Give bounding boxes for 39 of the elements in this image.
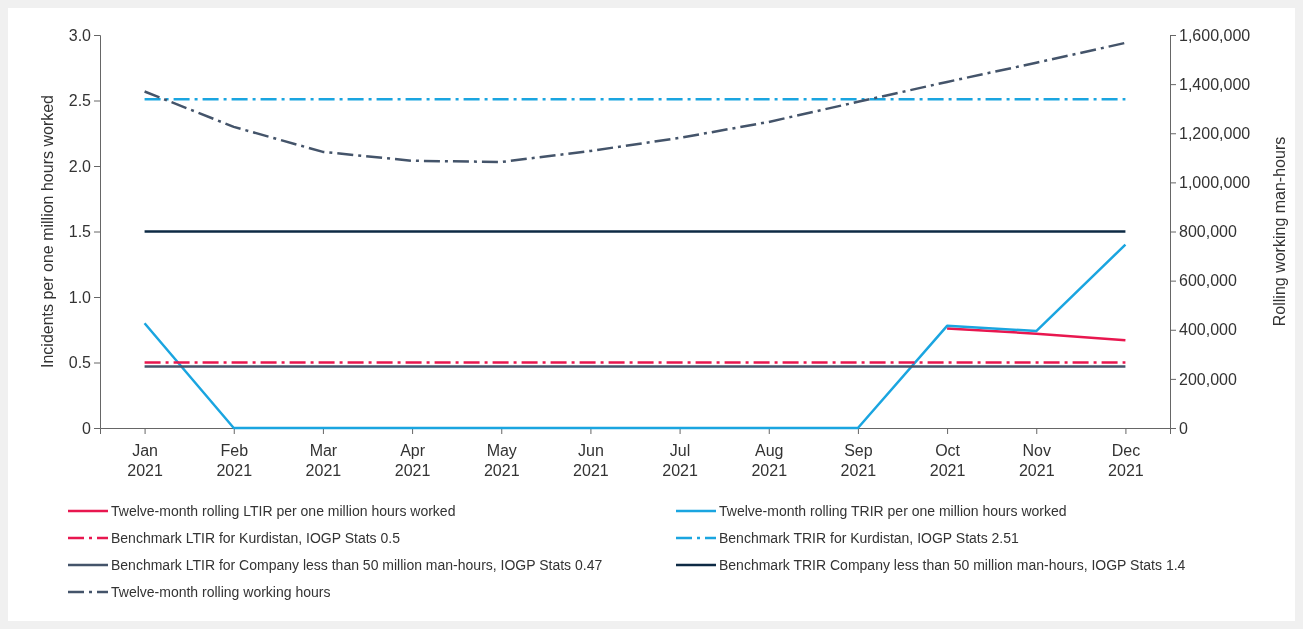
- x-tick-label: Jan 2021: [127, 442, 163, 479]
- y2-tick-label: 1,200,000: [1179, 124, 1251, 142]
- legend-label: Benchmark TRIR Company less than 50 million man-hours, IOGP Stats 1.4: [719, 557, 1186, 573]
- x-tick-label: Jun 2021: [573, 442, 609, 479]
- y-axis-title: Incidents per one million hours worked: [39, 94, 56, 369]
- y-tick-label: 0.5: [68, 354, 92, 372]
- x-tick-label: Oct 2021: [929, 442, 966, 479]
- y-tick-label: 2.0: [68, 157, 92, 175]
- x-tick-label: Mar 2021: [305, 442, 342, 479]
- y2-tick-label: 600,000: [1179, 272, 1237, 290]
- legend-label: Twelve-month rolling LTIR per one million hours worked: [111, 503, 456, 519]
- y2-tick-label: 1,000,000: [1179, 173, 1251, 191]
- x-tick-label: Dec 2021: [1108, 442, 1144, 479]
- y2-tick-label: 800,000: [1179, 223, 1237, 241]
- y2-tick-label: 200,000: [1179, 370, 1237, 388]
- y-tick-label: 1.0: [68, 288, 92, 306]
- y2-tick-label: 1,600,000: [1179, 26, 1251, 44]
- line-series: [143, 41, 1127, 164]
- x-tick-label: May 2021: [483, 442, 520, 479]
- x-tick-label: Apr 2021: [394, 442, 431, 479]
- legend-label: Benchmark LTIR for Company less than 50 million man-hours, IOGP Stats 0.47: [111, 557, 603, 573]
- y-tick-label: 3.0: [68, 26, 92, 44]
- y-tick-label: 1.5: [68, 223, 92, 241]
- legend-label: Benchmark TRIR for Kurdistan, IOGP Stats 2.51: [719, 530, 1020, 546]
- y-tick-label: 0: [82, 419, 92, 437]
- legend-label: Twelve-month rolling working hours: [111, 584, 331, 600]
- y-tick-label: 2.5: [68, 92, 92, 110]
- x-tick-label: Jul 2021: [662, 442, 698, 479]
- line-series: [143, 243, 1127, 430]
- x-tick-label: Nov 2021: [1018, 442, 1055, 479]
- legend-label: Twelve-month rolling TRIR per one million hours worked: [719, 503, 1067, 519]
- legend-label: Benchmark LTIR for Kurdistan, IOGP Stats 0.5: [111, 530, 401, 546]
- y2-tick-label: 0: [1179, 419, 1188, 437]
- y2-tick-label: 400,000: [1179, 321, 1237, 339]
- y2-axis-title: Rolling working man-hours: [1271, 136, 1288, 327]
- y2-tick-label: 1,400,000: [1179, 75, 1251, 93]
- x-tick-label: Sep 2021: [840, 442, 877, 479]
- x-tick-label: Feb 2021: [216, 442, 253, 479]
- x-tick-label: Aug 2021: [751, 442, 788, 479]
